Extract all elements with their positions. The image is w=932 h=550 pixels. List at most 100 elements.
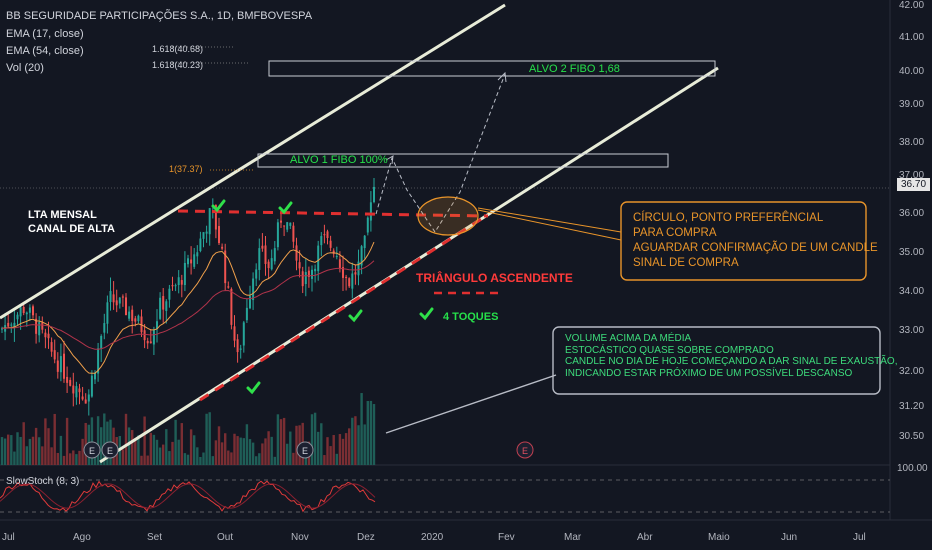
volume-bar (220, 442, 224, 465)
candle-body (1, 328, 3, 330)
volume-line-4: INDICANDO ESTAR PRÓXIMO DE UM POSSÍVEL D… (565, 367, 853, 379)
volume-bar (38, 437, 41, 465)
price-tick: 40.00 (899, 66, 925, 77)
price-tick: 35.00 (899, 247, 925, 258)
earnings-icon (101, 441, 119, 459)
date-tick: Mar (564, 532, 582, 543)
candle-body (16, 314, 19, 320)
volume-bar (335, 453, 338, 465)
candle-body (193, 254, 196, 267)
volume-bar (121, 449, 125, 465)
candle-body (214, 205, 217, 230)
candle-body (276, 222, 279, 248)
price-tick: 42.00 (899, 0, 925, 11)
volume-bar (186, 454, 190, 465)
volume-bar (369, 400, 373, 465)
price-tick: 34.00 (899, 286, 925, 297)
volume-bar (208, 412, 211, 465)
candle-body (345, 276, 348, 279)
volume-bar (28, 438, 32, 465)
volume-bar (292, 452, 295, 465)
indicator-ema17-label[interactable]: EMA (17, close) (6, 28, 84, 40)
volume-bars (0, 393, 376, 465)
volume-bar (100, 427, 103, 465)
candle-body (128, 311, 131, 319)
volume-bar (177, 439, 180, 465)
volume-bar (7, 434, 10, 465)
candle-body (280, 220, 282, 223)
alvo1-box (257, 153, 669, 168)
volume-bar (217, 426, 221, 465)
candle-body (255, 269, 258, 279)
candle-body (90, 375, 93, 397)
volume-bar (13, 451, 16, 465)
candle-body (131, 309, 134, 321)
price-tick: 33.00 (899, 325, 925, 336)
volume-bar (273, 456, 276, 465)
indicator-ema54-label[interactable]: EMA (54, close) (6, 45, 84, 57)
candle-body (25, 312, 28, 315)
stoch-label[interactable]: SlowStoch (8, 3) (6, 476, 80, 487)
stoch-d-line (0, 483, 376, 509)
candle-body (152, 329, 155, 345)
candle-body (118, 297, 121, 304)
indicator-vol-label[interactable]: Vol (20) (6, 62, 44, 74)
candle-body (311, 269, 313, 279)
earnings-icon-label: E (89, 446, 95, 456)
volume-bar (233, 433, 236, 465)
volume-bar (53, 413, 56, 465)
candle-body (84, 399, 87, 404)
volume-bar (267, 431, 270, 465)
candle-body (224, 250, 227, 284)
volume-bar (90, 417, 94, 465)
candle-body (180, 280, 183, 285)
volume-bar (69, 453, 72, 465)
volume-bar (227, 450, 230, 465)
check-icon (278, 201, 293, 215)
candle-body (199, 238, 202, 251)
check-icon (211, 199, 226, 213)
candle-body (22, 306, 25, 314)
volume-bar (96, 416, 100, 465)
circulo-note-box (620, 201, 867, 281)
volume-bar (140, 455, 143, 465)
volume-line-2: ESTOCÁSTICO QUASE SOBRE COMPRADO (565, 344, 774, 356)
date-tick: Ago (73, 532, 91, 543)
volume-bar (279, 419, 283, 465)
date-tick: Jul (853, 532, 866, 543)
volume-bar (183, 453, 187, 465)
candle-body (183, 262, 186, 286)
candle-body (13, 322, 16, 329)
candle-body (50, 342, 53, 352)
volume-bar (72, 450, 75, 465)
price-tick: 37.00 (899, 170, 925, 181)
alvo2-box (268, 60, 716, 77)
volume-bar (0, 437, 4, 465)
volume-bar (168, 451, 171, 465)
volume-bar (242, 438, 245, 465)
volume-bar (282, 417, 286, 465)
candle-body (28, 307, 31, 313)
volume-bar (31, 436, 35, 465)
preferential-circle (417, 196, 479, 236)
candle-body (94, 372, 96, 380)
price-candles (1, 177, 375, 416)
candle-body (357, 261, 360, 276)
candle-body (56, 360, 59, 372)
volume-bar (162, 444, 165, 465)
date-tick: Abr (637, 532, 653, 543)
triangle-support-dashes (199, 214, 487, 402)
candle-body (44, 332, 47, 338)
candle-body (335, 256, 338, 258)
candle-body (295, 245, 298, 261)
candle-body (221, 246, 224, 249)
candle-body (174, 285, 177, 287)
volume-bar (93, 455, 97, 465)
volume-bar (103, 413, 106, 465)
volume-bar (81, 438, 84, 465)
candle-body (202, 232, 205, 239)
volume-bar (326, 437, 329, 465)
volume-bar (351, 417, 354, 465)
